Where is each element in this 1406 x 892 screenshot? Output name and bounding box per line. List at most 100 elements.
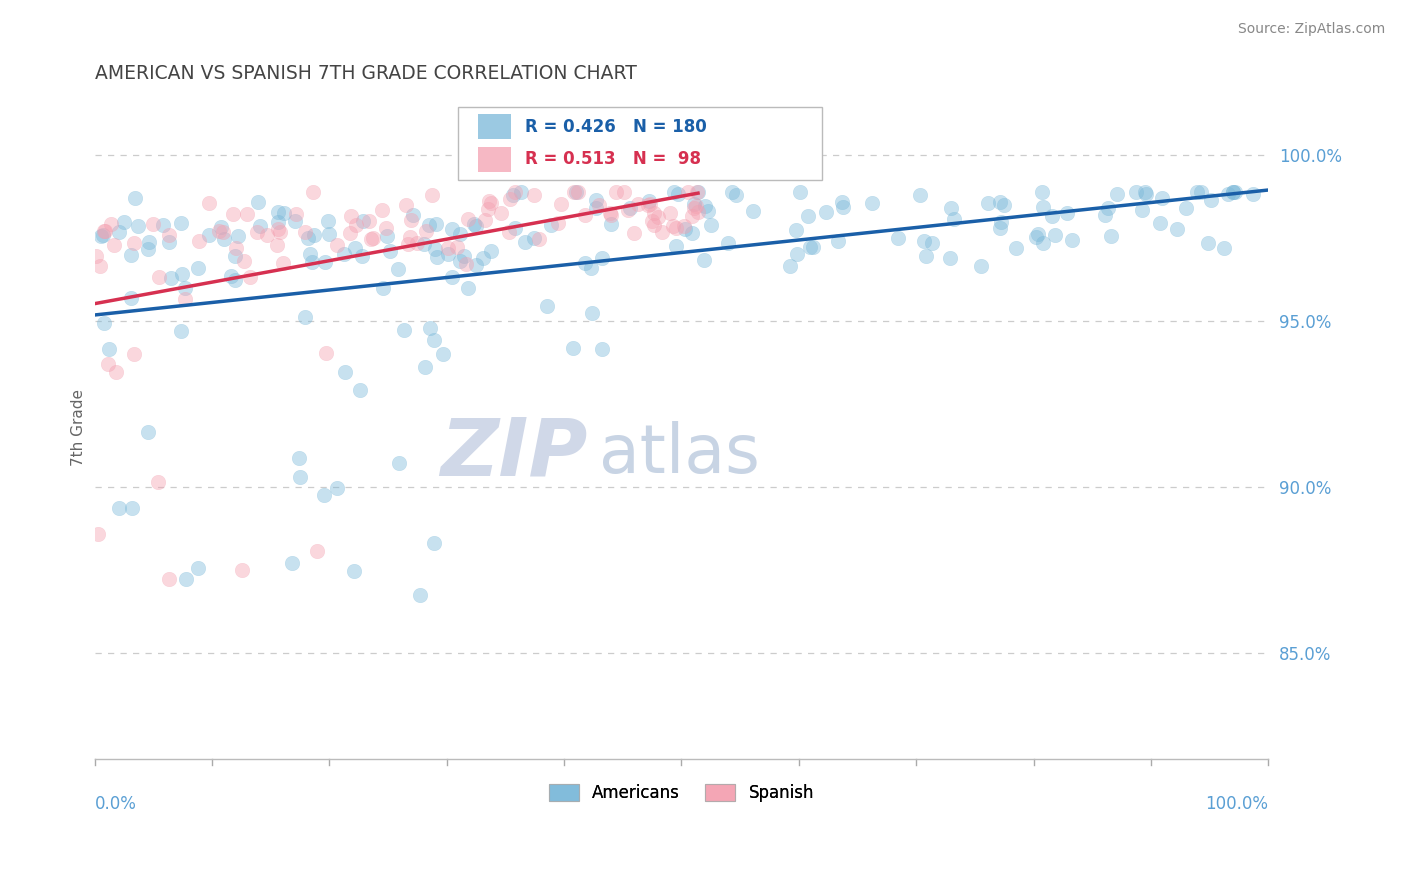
Point [673,222,696,236]
Point [208,224,231,238]
Point [627,196,650,211]
Text: R = 0.426   N = 180: R = 0.426 N = 180 [526,118,707,136]
Point [779,259,801,273]
Point [432,347,454,361]
Point [565,185,588,199]
Point [344,241,367,255]
Point [174,293,197,307]
Point [267,221,290,235]
Point [1032,235,1054,250]
Point [312,488,335,502]
Point [682,201,704,215]
Point [344,218,367,232]
Point [318,227,340,241]
Point [1150,191,1173,205]
Point [832,200,855,214]
Point [616,203,638,218]
Point [359,214,381,228]
Point [527,232,550,246]
Legend: Americans, Spanish: Americans, Spanish [543,777,821,809]
Point [136,425,159,439]
Point [1130,202,1153,217]
Point [97,342,120,356]
Point [693,199,716,213]
Point [225,241,247,255]
Point [297,231,319,245]
Point [339,209,361,223]
Point [152,218,174,232]
Point [453,249,475,263]
Point [479,244,502,259]
Point [831,194,853,209]
Point [1056,206,1078,220]
Point [1222,185,1244,199]
Point [187,561,209,575]
Point [246,225,269,239]
Point [418,218,440,232]
Point [1025,230,1047,244]
Point [489,205,512,219]
FancyBboxPatch shape [478,147,512,172]
Point [398,237,420,252]
Point [349,384,371,398]
Point [122,236,145,251]
Point [472,251,495,265]
Point [697,204,720,219]
Point [643,218,665,232]
Point [665,239,688,253]
Point [688,186,710,200]
Point [157,572,180,586]
Point [725,187,748,202]
Point [579,260,602,275]
Point [536,299,558,313]
Point [581,306,603,320]
Point [503,185,526,199]
Point [1166,222,1188,236]
Point [288,470,311,484]
Point [547,216,569,230]
Point [574,255,596,269]
Point [188,234,211,248]
Point [301,255,323,269]
Point [425,217,447,231]
Point [256,227,278,242]
Point [591,252,613,266]
Text: AMERICAN VS SPANISH 7TH GRADE CORRELATION CHART: AMERICAN VS SPANISH 7TH GRADE CORRELATIO… [94,64,637,83]
Point [446,240,468,254]
Point [170,216,193,230]
Point [641,214,664,228]
Point [647,210,669,224]
Point [157,227,180,242]
Point [423,242,446,256]
Point [678,185,700,199]
Point [93,317,115,331]
Point [413,360,436,375]
Point [970,259,993,273]
Point [651,225,673,239]
Point [463,217,485,231]
Point [419,320,441,334]
Point [1213,241,1236,255]
Point [371,281,394,295]
Point [638,196,661,211]
Point [505,220,527,235]
Point [914,249,936,263]
Point [239,270,262,285]
Point [990,215,1012,229]
Point [212,232,235,246]
Point [1107,186,1129,201]
Point [1222,185,1244,199]
Point [249,219,271,233]
Point [370,202,392,217]
Point [1099,229,1122,244]
Text: ZIP: ZIP [440,415,588,492]
Point [157,235,180,249]
Point [267,204,290,219]
Point [236,207,259,221]
Point [360,232,382,246]
Point [457,212,479,227]
Point [174,281,197,295]
Point [436,241,458,255]
Point [474,212,496,227]
Point [266,238,288,252]
